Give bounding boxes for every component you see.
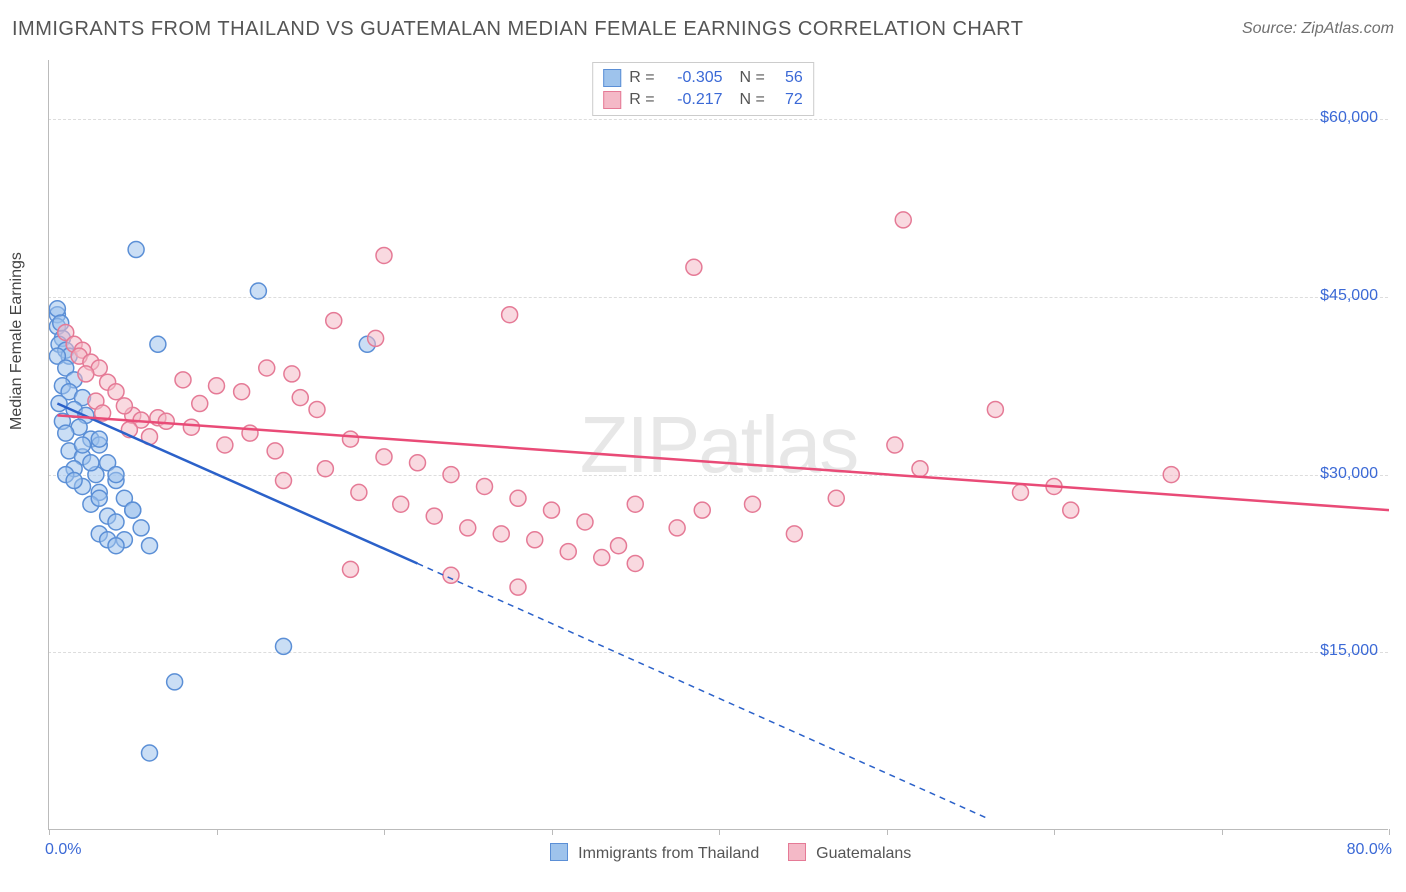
stats-swatch-thailand <box>603 69 621 87</box>
stats-N-guatemalans: 72 <box>773 91 803 109</box>
stats-N-thailand: 56 <box>773 69 803 87</box>
legend-label-guatemalans: Guatemalans <box>816 845 911 862</box>
stats-R-label: R = <box>629 69 654 87</box>
scatter-svg <box>49 60 1389 830</box>
bottom-legend: Immigrants from Thailand Guatemalans <box>49 843 1388 863</box>
legend-swatch-thailand <box>550 843 568 861</box>
stats-R-label: R = <box>629 91 654 109</box>
stats-N-label: N = <box>731 69 765 87</box>
source-label: Source: ZipAtlas.com <box>1242 20 1394 38</box>
stats-R-thailand: -0.305 <box>663 69 723 87</box>
chart-title: IMMIGRANTS FROM THAILAND VS GUATEMALAN M… <box>12 18 1023 40</box>
stats-swatch-guatemalans <box>603 91 621 109</box>
y-axis-label: Median Female Earnings <box>8 252 26 430</box>
plot-area: ZIPatlas 0.0% 80.0% Immigrants from Thai… <box>48 60 1388 830</box>
header: IMMIGRANTS FROM THAILAND VS GUATEMALAN M… <box>12 18 1394 48</box>
stats-row-guatemalans: R = -0.217 N = 72 <box>603 89 803 111</box>
stats-legend-box: R = -0.305 N = 56 R = -0.217 N = 72 <box>592 62 814 116</box>
legend-label-thailand: Immigrants from Thailand <box>578 845 759 862</box>
stats-R-guatemalans: -0.217 <box>663 91 723 109</box>
stats-row-thailand: R = -0.305 N = 56 <box>603 67 803 89</box>
legend-swatch-guatemalans <box>788 843 806 861</box>
plot-wrapper: ZIPatlas 0.0% 80.0% Immigrants from Thai… <box>48 60 1388 830</box>
stats-N-label: N = <box>731 91 765 109</box>
